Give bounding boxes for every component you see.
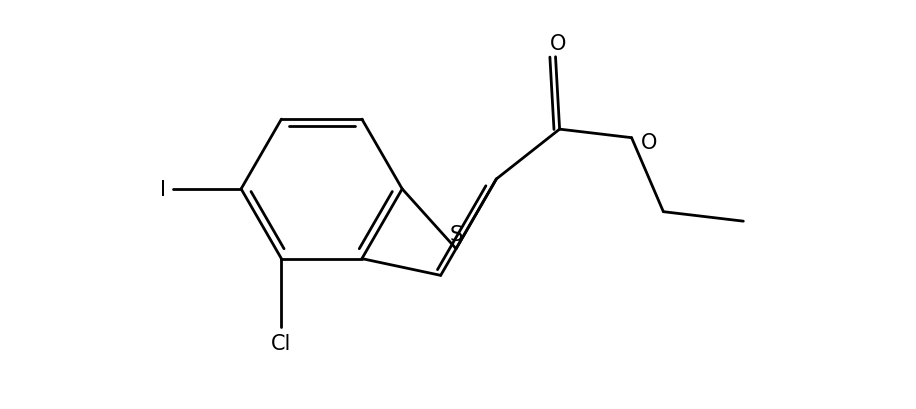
Text: Cl: Cl (271, 333, 291, 353)
Text: S: S (450, 225, 463, 244)
Text: O: O (641, 133, 658, 152)
Text: I: I (160, 180, 166, 199)
Text: O: O (550, 34, 566, 54)
